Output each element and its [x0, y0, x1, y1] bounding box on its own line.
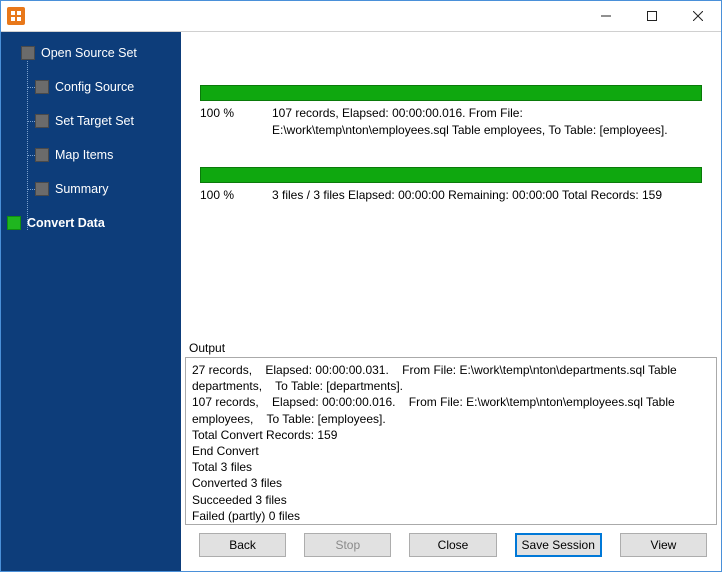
- file-progress-bar: [200, 85, 702, 101]
- view-button[interactable]: View: [620, 533, 707, 557]
- window-controls: [583, 1, 721, 31]
- maximize-button[interactable]: [629, 1, 675, 31]
- progress-area: 100 % 107 records, Elapsed: 00:00:00.016…: [185, 36, 717, 339]
- tree-connector: [27, 121, 35, 122]
- step-label: Config Source: [55, 80, 134, 94]
- wizard-step[interactable]: Set Target Set: [35, 110, 175, 132]
- tree-connector: [27, 54, 28, 230]
- tree-connector: [27, 87, 35, 88]
- wizard-step[interactable]: Open Source Set: [21, 42, 175, 64]
- step-box-icon: [35, 148, 49, 162]
- back-button[interactable]: Back: [199, 533, 286, 557]
- tree-connector: [27, 155, 35, 156]
- output-label: Output: [189, 341, 717, 355]
- step-label: Set Target Set: [55, 114, 134, 128]
- total-progress-percent: 100 %: [200, 187, 272, 204]
- stop-button: Stop: [304, 533, 391, 557]
- step-box-icon: [21, 46, 35, 60]
- button-row: Back Stop Close Save Session View: [189, 525, 717, 567]
- main-panel: 100 % 107 records, Elapsed: 00:00:00.016…: [181, 32, 721, 571]
- output-log[interactable]: 27 records, Elapsed: 00:00:00.031. From …: [185, 357, 717, 525]
- minimize-button[interactable]: [583, 1, 629, 31]
- wizard-step[interactable]: Summary: [35, 178, 175, 200]
- close-button[interactable]: Close: [409, 533, 496, 557]
- file-progress-details: 107 records, Elapsed: 00:00:00.016. From…: [272, 105, 702, 139]
- wizard-step[interactable]: Config Source: [35, 76, 175, 98]
- wizard-sidebar: Open Source Set Config Source Set Target S…: [1, 32, 181, 571]
- step-box-icon: [7, 216, 21, 230]
- save-session-button[interactable]: Save Session: [515, 533, 602, 557]
- wizard-step[interactable]: Convert Data: [21, 212, 175, 234]
- titlebar: [1, 1, 721, 31]
- total-progress-bar: [200, 167, 702, 183]
- step-box-icon: [35, 182, 49, 196]
- step-box-icon: [35, 114, 49, 128]
- wizard-step[interactable]: Map Items: [35, 144, 175, 166]
- close-window-button[interactable]: [675, 1, 721, 31]
- step-box-icon: [35, 80, 49, 94]
- file-progress-percent: 100 %: [200, 105, 272, 139]
- app-icon: [7, 7, 25, 25]
- step-label: Convert Data: [27, 216, 105, 230]
- total-progress-details: 3 files / 3 files Elapsed: 00:00:00 Rema…: [272, 187, 702, 204]
- total-progress-row: 100 % 3 files / 3 files Elapsed: 00:00:0…: [200, 187, 702, 204]
- step-label: Summary: [55, 182, 108, 196]
- tree-connector: [27, 189, 35, 190]
- file-progress-row: 100 % 107 records, Elapsed: 00:00:00.016…: [200, 105, 702, 139]
- step-label: Map Items: [55, 148, 113, 162]
- app-window: Open Source Set Config Source Set Target S…: [0, 0, 722, 572]
- step-label: Open Source Set: [41, 46, 137, 60]
